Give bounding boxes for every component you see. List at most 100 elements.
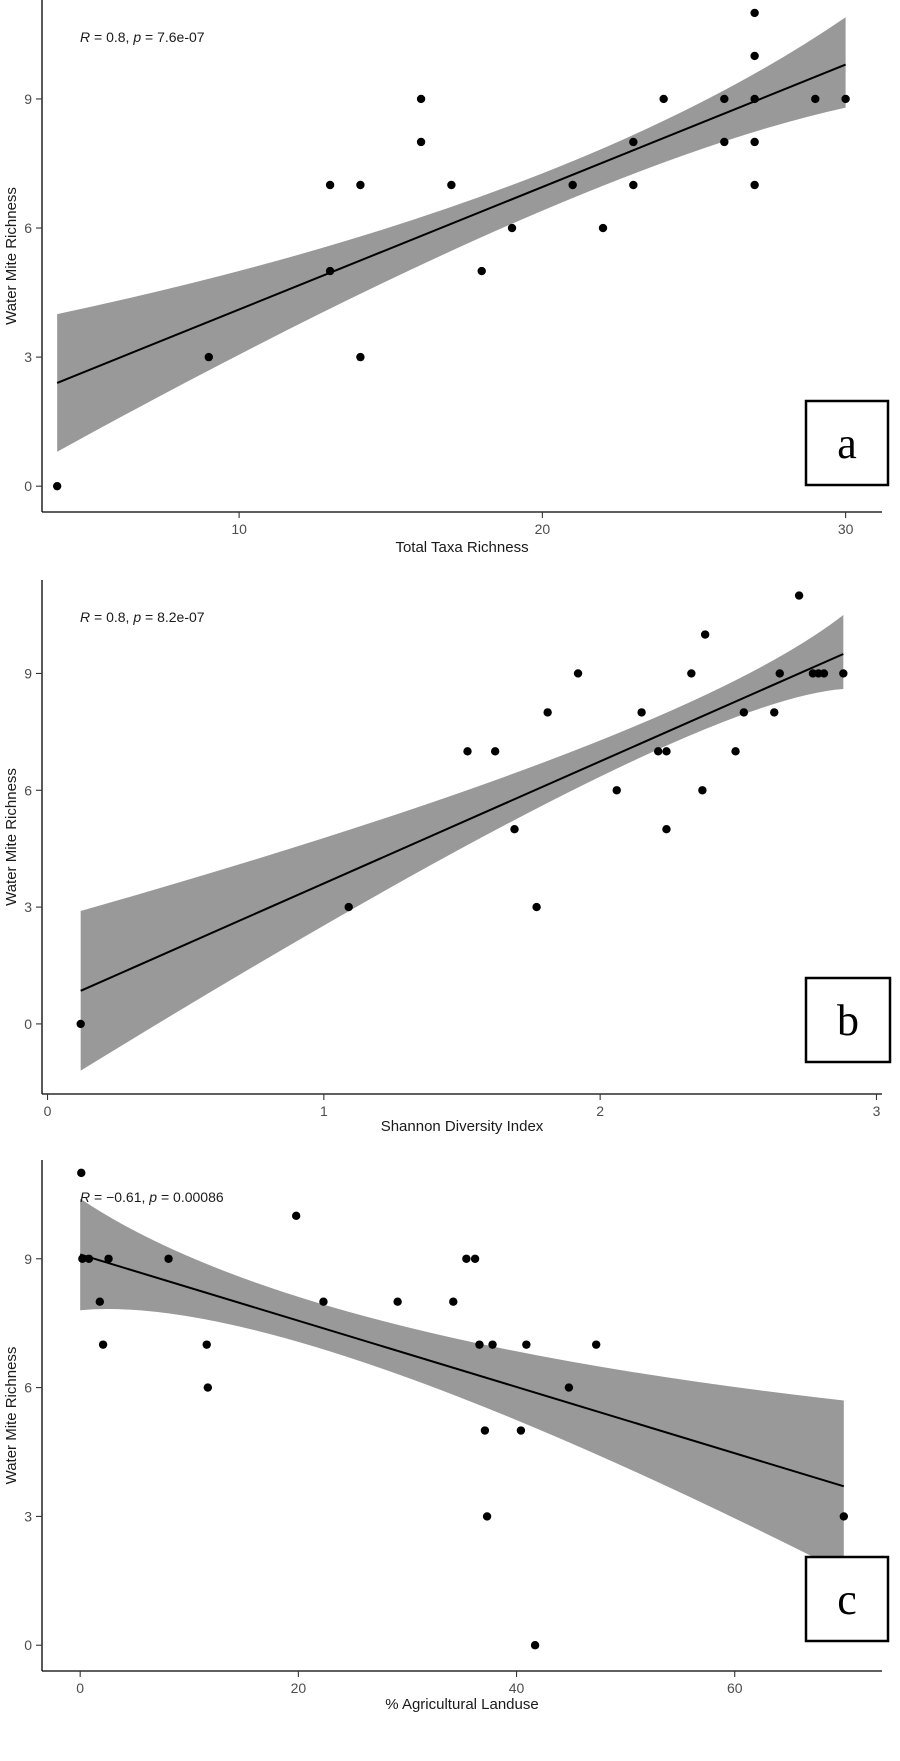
x-tick-label: 10 xyxy=(231,521,247,537)
data-point xyxy=(449,1297,458,1306)
data-point xyxy=(532,902,541,912)
x-axis-title: Total Taxa Richness xyxy=(395,539,528,556)
x-tick-label: 0 xyxy=(44,1103,52,1119)
data-point xyxy=(819,669,829,678)
data-point xyxy=(629,137,638,147)
data-point xyxy=(662,747,671,756)
x-axis-title: % Agricultural Landuse xyxy=(385,1696,538,1713)
data-point xyxy=(356,352,365,362)
panel-label-box xyxy=(804,399,890,487)
stat-value: = −0.61, xyxy=(90,1189,149,1205)
data-point xyxy=(662,825,671,834)
data-point xyxy=(750,51,759,61)
y-tick-label: 9 xyxy=(24,91,32,107)
regression-line xyxy=(80,653,844,992)
x-tick-label: 60 xyxy=(727,1680,743,1696)
data-point xyxy=(720,137,729,147)
x-tick-label: 20 xyxy=(535,521,551,537)
data-point xyxy=(507,223,517,233)
x-tick-label: 2 xyxy=(596,1103,604,1119)
regression-line xyxy=(79,1253,845,1488)
x-tick-label: 0 xyxy=(76,1680,84,1696)
chart-panel-b: 0 1 2 3 0 3 6 9 Shannon Diversity Index Water Mit… xyxy=(3,580,892,1135)
x-axis-title: Shannon Diversity Index xyxy=(381,1118,544,1135)
data-point xyxy=(470,1254,480,1263)
data-point xyxy=(612,786,621,795)
data-point xyxy=(447,180,456,190)
data-point xyxy=(482,1512,492,1521)
data-point xyxy=(164,1254,173,1263)
data-point xyxy=(750,180,759,190)
data-point xyxy=(598,223,608,233)
data-point xyxy=(325,266,335,276)
data-point xyxy=(530,1641,540,1650)
stat-symbol: p xyxy=(132,609,141,625)
data-point xyxy=(811,94,820,104)
data-point xyxy=(720,94,729,104)
data-point xyxy=(393,1297,402,1306)
data-point xyxy=(291,1211,301,1221)
y-tick-label: 9 xyxy=(24,665,32,681)
y-tick-label: 6 xyxy=(24,220,32,236)
stat-value: = 7.6e-07 xyxy=(141,29,205,45)
data-point xyxy=(510,825,519,834)
data-point xyxy=(739,708,749,717)
chart-panel-c: 0 20 40 60 0 3 6 9 % Agricultural Landuse Water M… xyxy=(3,1160,890,1713)
panel-label: a xyxy=(837,419,857,468)
data-point xyxy=(52,481,62,491)
stat-symbol: R xyxy=(80,1189,90,1205)
data-point xyxy=(204,352,213,362)
data-point xyxy=(522,1340,531,1349)
panel-label: c xyxy=(837,1575,857,1624)
y-tick-label: 0 xyxy=(24,1016,32,1032)
panel-label-box xyxy=(804,976,892,1064)
confidence-band xyxy=(80,1198,844,1573)
stat-value: = 0.8, xyxy=(90,609,133,625)
x-tick-label: 40 xyxy=(509,1680,525,1696)
data-point xyxy=(543,708,552,717)
x-tick-label: 1 xyxy=(320,1103,328,1119)
y-tick-label: 9 xyxy=(24,1251,32,1267)
data-point xyxy=(770,708,779,717)
panel-label-box xyxy=(804,1555,890,1643)
y-tick-label: 6 xyxy=(24,1380,32,1396)
data-point xyxy=(591,1340,601,1349)
data-point xyxy=(629,180,638,190)
x-tick-label: 3 xyxy=(873,1103,881,1119)
data-point xyxy=(573,669,583,678)
data-point xyxy=(750,94,759,104)
confidence-band xyxy=(57,17,846,452)
data-point xyxy=(839,669,848,678)
correlation-annotation: R = 0.8, p = 7.6e-07 xyxy=(80,29,205,45)
y-axis-title: Water Mite Richness xyxy=(3,1347,20,1485)
data-point xyxy=(490,747,500,756)
y-tick-label: 6 xyxy=(24,782,32,798)
stat-value: = 0.8, xyxy=(90,29,133,45)
data-point xyxy=(637,708,646,717)
data-point xyxy=(475,1340,484,1349)
data-point xyxy=(480,1426,490,1435)
y-tick-label: 0 xyxy=(24,478,32,494)
stat-value: = 0.00086 xyxy=(157,1189,224,1205)
data-point xyxy=(516,1426,526,1435)
data-point xyxy=(700,630,710,639)
data-point xyxy=(416,94,426,104)
chart-panel-a: 10 20 30 0 3 6 9 Total Taxa Richness Water Mite … xyxy=(3,0,890,556)
x-tick-label: 20 xyxy=(291,1680,307,1696)
data-point xyxy=(750,8,759,18)
data-point xyxy=(84,1254,94,1263)
data-point xyxy=(659,94,668,104)
data-point xyxy=(698,786,707,795)
y-tick-label: 3 xyxy=(24,349,32,365)
y-axis-title: Water Mite Richness xyxy=(3,768,20,906)
panel-label: b xyxy=(837,996,859,1045)
data-point xyxy=(202,1340,211,1349)
data-point xyxy=(750,137,759,147)
data-point xyxy=(568,180,577,190)
y-tick-label: 3 xyxy=(24,899,32,915)
y-axis-title: Water Mite Richness xyxy=(3,187,20,325)
stat-value: = 8.2e-07 xyxy=(141,609,205,625)
data-point xyxy=(203,1383,213,1392)
data-point xyxy=(95,1297,105,1306)
